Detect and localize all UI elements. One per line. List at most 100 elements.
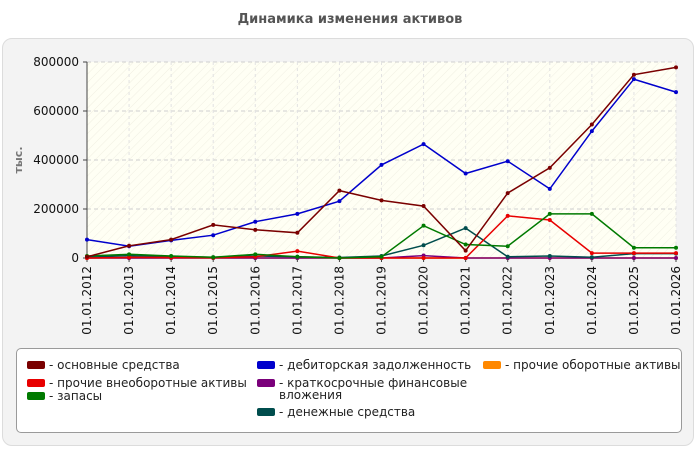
x-tick-label: 01.01.2021 xyxy=(459,266,473,335)
legend-swatch xyxy=(257,379,275,387)
legend-swatch xyxy=(27,379,45,387)
data-point xyxy=(631,251,636,256)
data-point xyxy=(295,254,300,259)
data-point xyxy=(211,233,216,238)
data-point xyxy=(379,198,384,203)
legend-label: - дебиторская задолженность xyxy=(279,358,472,372)
data-point xyxy=(674,90,678,95)
legend-item: - прочие внеоборотные активы xyxy=(27,377,247,389)
data-point xyxy=(421,142,426,147)
legend-label: - основные средства xyxy=(49,358,180,372)
legend-label: - прочие внеоборотные активы xyxy=(49,376,247,390)
data-point xyxy=(674,256,678,260)
legend-item: - краткосрочные финансовые вложения xyxy=(257,377,467,401)
data-point xyxy=(505,159,510,164)
legend-swatch xyxy=(27,361,45,369)
data-point xyxy=(211,255,216,260)
data-point xyxy=(547,211,552,216)
legend-item: - дебиторская задолженность xyxy=(257,359,471,371)
y-tick-label: 600000 xyxy=(33,104,79,118)
data-point xyxy=(463,226,468,231)
data-point xyxy=(253,219,258,224)
data-point xyxy=(547,218,552,223)
data-point xyxy=(463,242,468,247)
data-point xyxy=(337,256,342,260)
data-point xyxy=(589,251,594,256)
x-tick-label: 01.01.2018 xyxy=(332,266,346,335)
data-point xyxy=(127,243,132,248)
data-point xyxy=(253,227,258,232)
data-point xyxy=(631,256,636,260)
legend-label: - денежные средства xyxy=(279,405,416,419)
data-point xyxy=(463,248,468,253)
data-point xyxy=(85,254,89,259)
data-point xyxy=(674,245,678,250)
data-point xyxy=(421,204,426,209)
data-point xyxy=(505,254,510,259)
series-3 xyxy=(85,77,678,249)
data-point xyxy=(253,252,258,257)
legend-label: - запасы xyxy=(49,389,103,403)
data-point xyxy=(631,77,636,82)
data-point xyxy=(631,72,636,77)
y-tick-label: 200000 xyxy=(33,202,79,216)
legend-swatch xyxy=(257,408,275,416)
data-point xyxy=(421,256,426,260)
legend-swatch xyxy=(27,392,45,400)
x-tick-label: 01.01.2016 xyxy=(248,266,262,335)
data-point xyxy=(463,171,468,176)
data-point xyxy=(85,237,89,242)
x-tick-label: 01.01.2012 xyxy=(80,266,94,335)
data-point xyxy=(421,223,426,228)
x-tick-label: 01.01.2025 xyxy=(627,266,641,335)
series-2 xyxy=(85,211,678,260)
x-tick-label: 01.01.2020 xyxy=(417,266,431,335)
legend-item: - основные средства xyxy=(27,359,180,371)
x-tick-label: 01.01.2023 xyxy=(543,266,557,335)
data-point xyxy=(589,129,594,134)
legend-label: - краткосрочные финансовые вложения xyxy=(279,376,468,402)
data-point xyxy=(547,254,552,259)
data-point xyxy=(127,255,132,260)
data-point xyxy=(295,230,300,235)
y-tick-label: 400000 xyxy=(33,153,79,167)
legend-label: - прочие оборотные активы xyxy=(505,358,681,372)
data-point xyxy=(295,211,300,216)
x-tick-label: 01.01.2024 xyxy=(585,266,599,335)
data-point xyxy=(589,211,594,216)
data-point xyxy=(631,245,636,250)
data-point xyxy=(589,122,594,127)
data-point xyxy=(505,191,510,196)
legend-item: - запасы xyxy=(27,390,102,402)
chart-title: Динамика изменения активов xyxy=(237,12,463,27)
data-point xyxy=(547,165,552,170)
x-tick-label: 01.01.2022 xyxy=(501,266,515,335)
data-point xyxy=(211,222,216,227)
data-point xyxy=(169,237,174,242)
legend-swatch xyxy=(483,361,501,369)
x-tick-label: 01.01.2015 xyxy=(206,266,220,335)
data-point xyxy=(379,162,384,167)
data-point xyxy=(421,243,426,248)
legend-item: - прочие оборотные активы xyxy=(483,359,681,371)
series-0 xyxy=(85,65,678,259)
data-point xyxy=(463,256,468,260)
data-point xyxy=(674,251,678,256)
data-point xyxy=(505,244,510,249)
data-point xyxy=(169,254,174,259)
x-tick-label: 01.01.2019 xyxy=(375,266,389,335)
y-axis-label: тыс. xyxy=(12,146,25,173)
data-point xyxy=(337,188,342,193)
x-tick-label: 01.01.2014 xyxy=(164,266,178,335)
x-tick-label: 01.01.2017 xyxy=(290,266,304,335)
legend: - основные средства - прочие внеоборотные… xyxy=(16,348,682,433)
y-tick-label: 800000 xyxy=(33,55,79,69)
data-point xyxy=(589,255,594,260)
legend-item: - денежные средства xyxy=(257,406,415,418)
legend-swatch xyxy=(257,361,275,369)
x-tick-label: 01.01.2013 xyxy=(122,266,136,335)
data-point xyxy=(295,249,300,254)
data-point xyxy=(547,186,552,191)
data-point xyxy=(379,254,384,259)
